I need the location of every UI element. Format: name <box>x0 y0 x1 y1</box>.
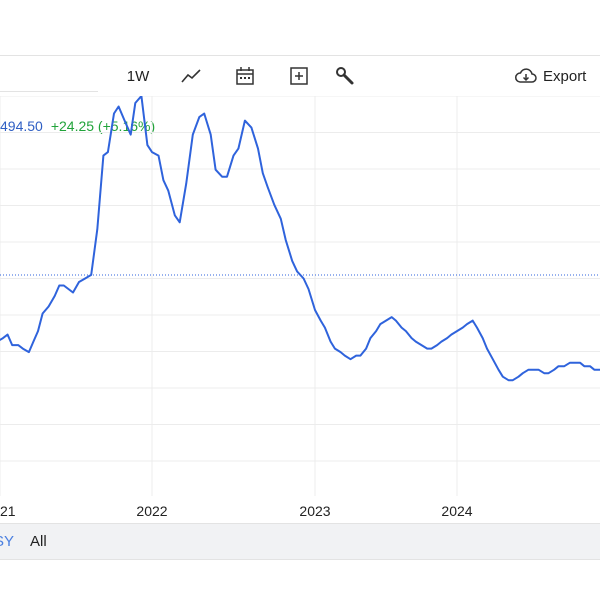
series-line-0 <box>0 96 600 382</box>
export-label: Export <box>543 67 587 85</box>
x-tick-label: 2024 <box>441 503 472 519</box>
cloud-download-icon <box>515 68 537 83</box>
x-tick-label: 2022 <box>136 503 167 519</box>
range-selector-bar: SY All <box>0 523 600 560</box>
wrench-icon[interactable] <box>333 64 357 88</box>
range-input-underline <box>0 91 98 92</box>
range-all-button[interactable]: All <box>30 533 47 550</box>
export-button[interactable]: Export <box>514 64 594 88</box>
calendar-icon[interactable] <box>233 64 257 88</box>
last-price: 494.50 <box>0 118 43 134</box>
top-divider <box>0 55 600 56</box>
range-ytd-button[interactable]: SY <box>0 533 15 550</box>
plus-box-icon[interactable] <box>287 64 311 88</box>
x-tick-label: 2021 <box>0 503 16 519</box>
interval-1w-button[interactable]: 1W <box>126 67 150 85</box>
line-chart-icon[interactable] <box>177 64 205 88</box>
price-chart[interactable]: 2021 2022 2023 2024 <box>0 96 600 523</box>
x-tick-label: 2023 <box>299 503 330 519</box>
chart-toolbar: 1W <box>0 56 600 96</box>
